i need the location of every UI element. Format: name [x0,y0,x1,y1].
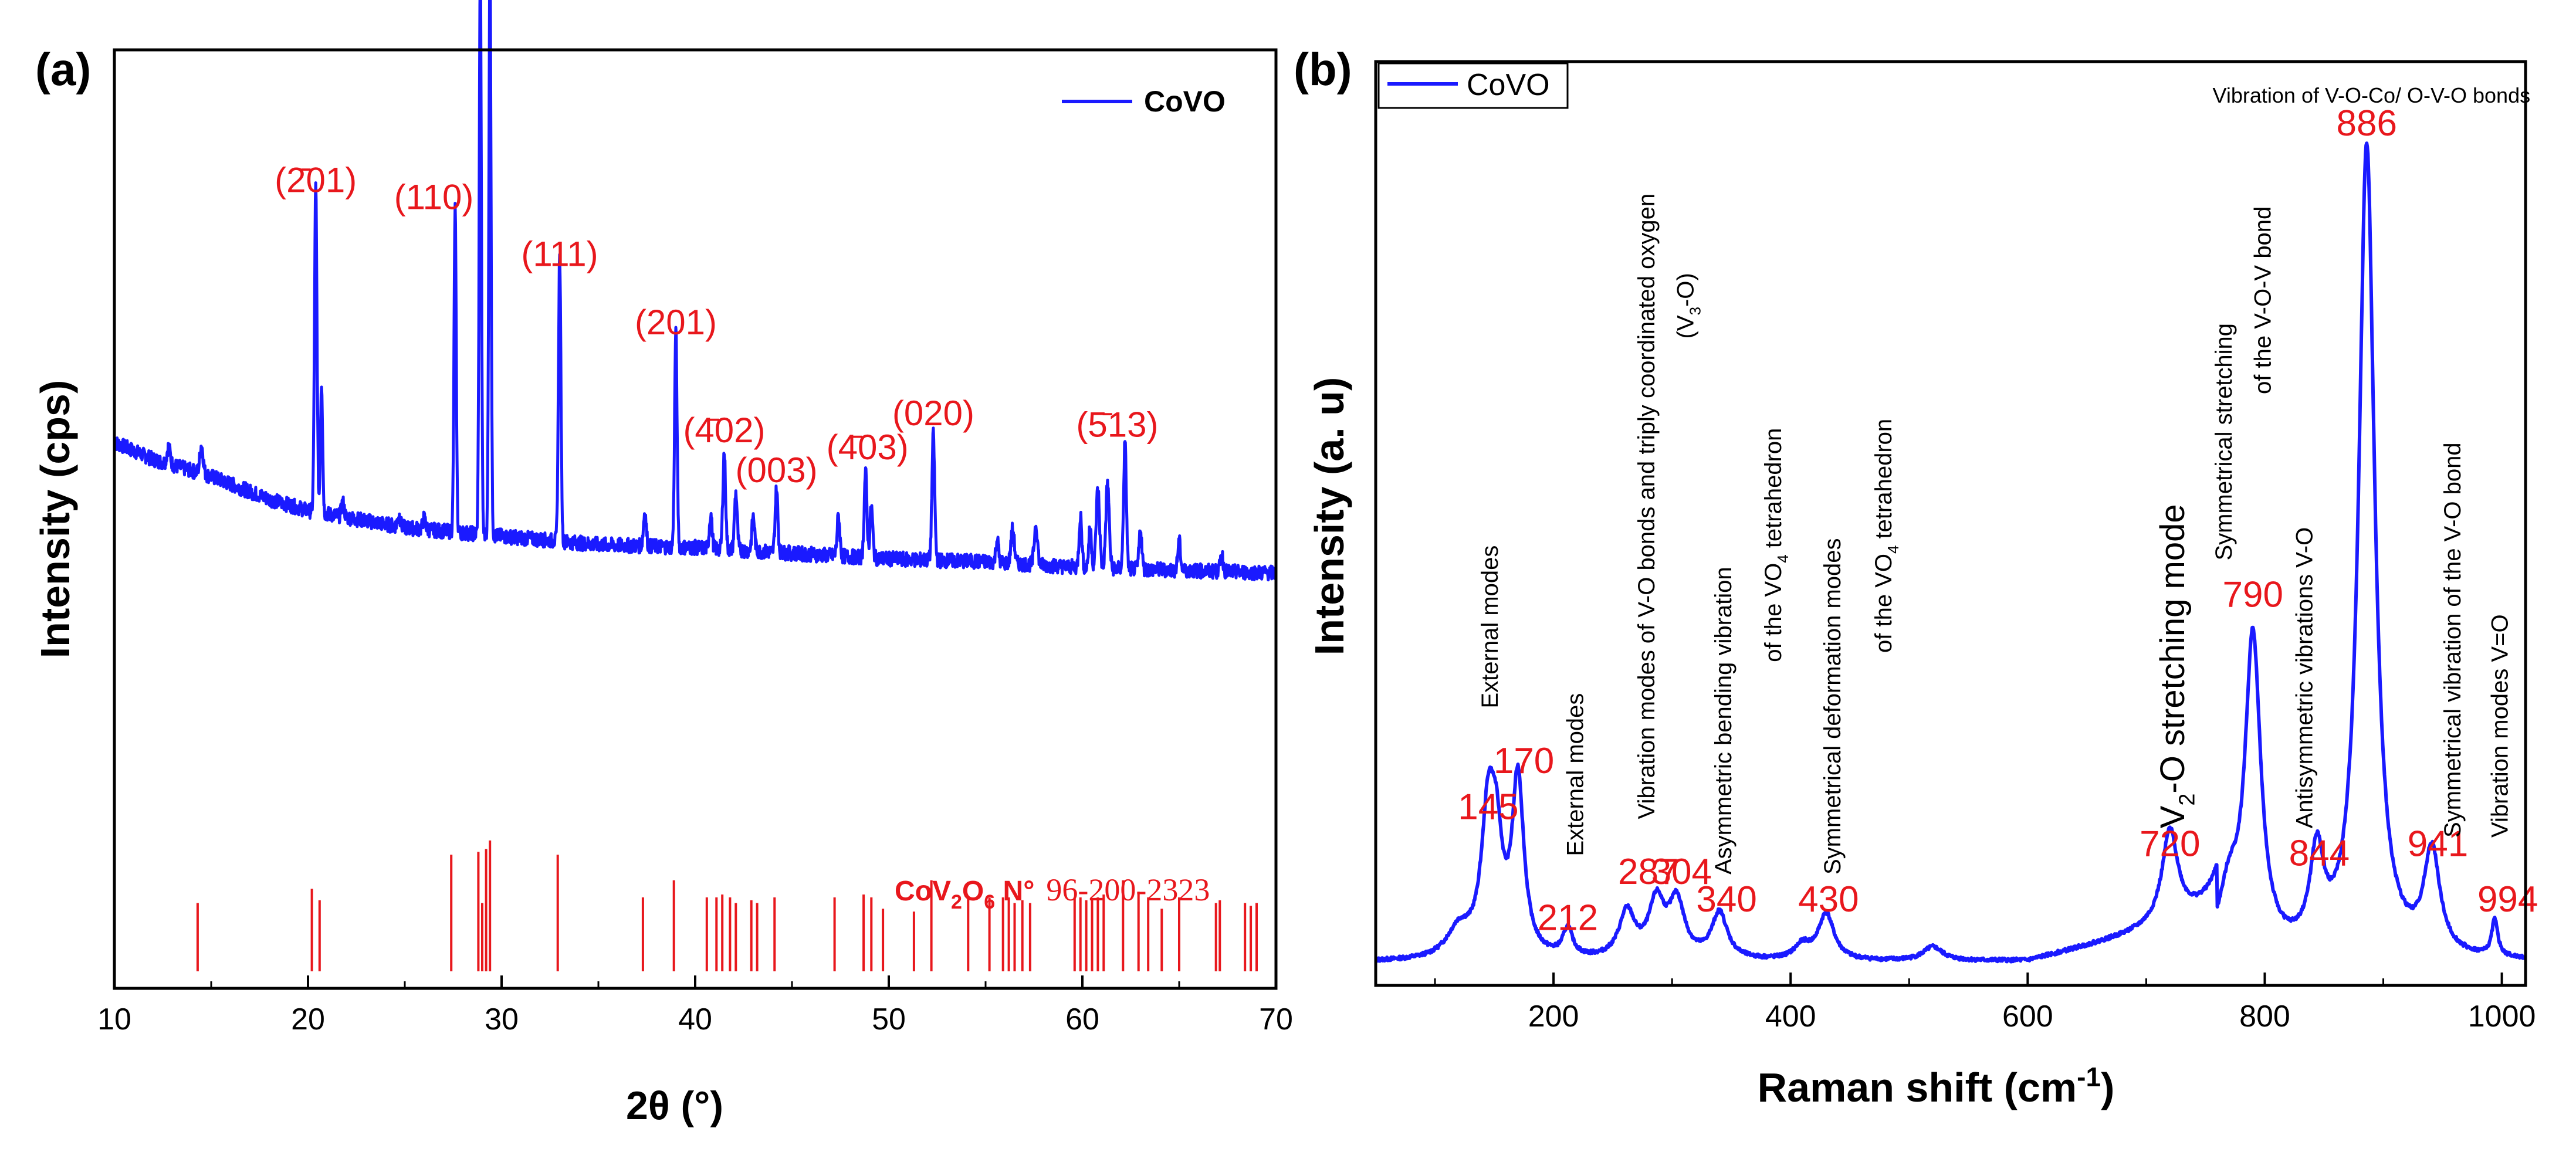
hkl-label-0: (2̄01) [275,160,357,199]
panel-b-x-ticks: 200 400 600 800 1000 [1434,973,2536,1034]
x-tick-label: 10 [97,1002,131,1036]
raman-peak-label-12: 994 [2477,879,2538,920]
raman-peak-label-5: 340 [1696,879,1756,920]
hkl-label-8: (4̄03) [827,428,909,467]
reference-formula-part-2: O [962,876,984,907]
panel-a-xrd: (a) (2̄01)(110)(2̄02)(201)(111)(201)(4̄0… [32,0,1293,1128]
panel-a-label: (a) [35,43,91,95]
annotation-subscript: 3 [1687,307,1704,315]
panel-b-legend-entry: CoVO [1467,68,1550,102]
raman-peak-label-1: 170 [1494,741,1554,781]
raman-annotation-11: Antisymmetric vibrations V-O [2291,527,2317,828]
raman-annotation-7: of the VO4 tetrahedron [1871,419,1902,653]
reference-formula-part-3: N° [995,876,1034,907]
x-label-part-2: ) [2101,1065,2114,1110]
raman-annotation-0: External modes [1477,545,1503,709]
panel-a-y-axis-label: Intensity (cps) [32,380,78,659]
x-tick-label: 200 [1528,999,1579,1034]
x-tick-label: 400 [1765,999,1816,1034]
hkl-label-6: (4̄02) [683,411,765,450]
x-tick-label: 50 [872,1002,906,1036]
raman-annotation-10: of the V-O-V bond [2250,206,2276,394]
panel-a-legend: CoVO [1062,85,1226,118]
x-tick-label: 800 [2239,999,2290,1034]
annotation-subscript: 4 [1774,554,1792,563]
raman-peak-label-7: 720 [2140,824,2200,865]
reference-number: 96-200-2323 [1046,872,1210,907]
annotation-part: V [2154,805,2192,828]
reference-formula-sub-2: 6 [984,891,995,913]
panel-b-label: (b) [1294,43,1352,95]
reference-formula-sub-1: 2 [951,891,962,913]
x-tick-label: 40 [678,1002,712,1036]
raman-series-line [1374,141,2527,964]
xrd-series-line [113,0,1277,582]
annotation-part: of the VO [1871,554,1897,653]
x-tick-label: 20 [291,1002,325,1036]
panel-b-y-axis-label: Intensity (a. u) [1306,377,1352,655]
raman-peak-label-6: 430 [1798,879,1859,920]
raman-annotation-5: of the VO4 tetrahedron [1761,428,1792,662]
annotation-part: -O) [1673,273,1699,307]
hkl-label-5: (201) [635,303,717,342]
panel-a-data-layer: (2̄01)(110)(2̄02)(201)(111)(201)(4̄02)(0… [113,0,1277,971]
x-tick-label: 600 [2002,999,2053,1034]
x-tick-label: 70 [1259,1002,1293,1036]
annotation-subscript: 4 [1884,545,1902,554]
annotation-part: (V [1673,315,1699,338]
annotation-part: tetrahedron [1871,419,1897,545]
annotation-subscript: 2 [2174,794,2199,806]
hkl-label-4: (111) [521,234,598,273]
raman-peak-label-10: 886 [2337,103,2397,144]
x-tick-label: 60 [1065,1002,1099,1036]
raman-annotation-12: Symmetrical vibration of the V-O bond [2440,442,2466,838]
x-label-superscript: -1 [2077,1062,2101,1092]
hkl-label-7: (003) [736,450,818,490]
annotation-part: -O stretching mode [2154,504,2192,793]
raman-peak-label-11: 941 [2408,824,2468,865]
raman-peak-label-4: 304 [1651,852,1712,892]
panel-b-x-axis-label: Raman shift (cm-1) [1758,1062,2115,1110]
raman-annotation-2: Vibration modes of V-O bonds and triply … [1634,194,1660,819]
raman-annotation-13: Vibration modes V=O [2487,614,2513,838]
raman-peak-label-9: 844 [2289,833,2350,873]
panel-b-legend: CoVO [1377,62,1569,109]
x-tick-label: 30 [485,1002,519,1036]
reference-formula-part-1: CoV [895,876,951,907]
x-tick-label: 1000 [2468,999,2536,1034]
annotation-part: of the VO [1761,563,1786,662]
x-label-part-1: Raman shift (cm [1758,1065,2077,1110]
panel-a-x-axis-label: 2θ (°) [626,1083,723,1128]
hkl-label-9: (020) [892,394,974,433]
panel-b-frame [1374,60,2527,987]
raman-peak-label-3: 287 [1618,852,1678,892]
hkl-label-10: (5̄13) [1076,405,1158,444]
raman-annotation-14: Vibration of V-O-Co/ O-V-O bonds [2213,83,2531,107]
raman-annotation-8: V2-O stretching mode [2154,504,2199,828]
raman-annotation-3: (V3-O) [1673,273,1704,338]
panel-a-x-ticks: 10 20 30 40 50 60 70 [97,975,1293,1036]
raman-peak-label-2: 212 [1538,898,1598,938]
panel-a-legend-entry: CoVO [1144,85,1226,118]
raman-annotation-4: Asymmetric bending vibration [1711,567,1736,875]
raman-annotation-9: Symmetrical stretching [2211,323,2237,561]
raman-annotation-6: Symmetrical deformation modes [1820,538,1846,875]
raman-annotation-1: External modes [1563,693,1589,856]
annotation-part: tetrahedron [1761,428,1786,555]
raman-peak-label-0: 145 [1458,787,1518,828]
raman-peak-label-8: 790 [2223,574,2283,615]
panel-a-reference-label: CoV2O6 N° 96-200-2323 [895,872,1210,913]
hkl-label-1: (110) [394,178,474,217]
